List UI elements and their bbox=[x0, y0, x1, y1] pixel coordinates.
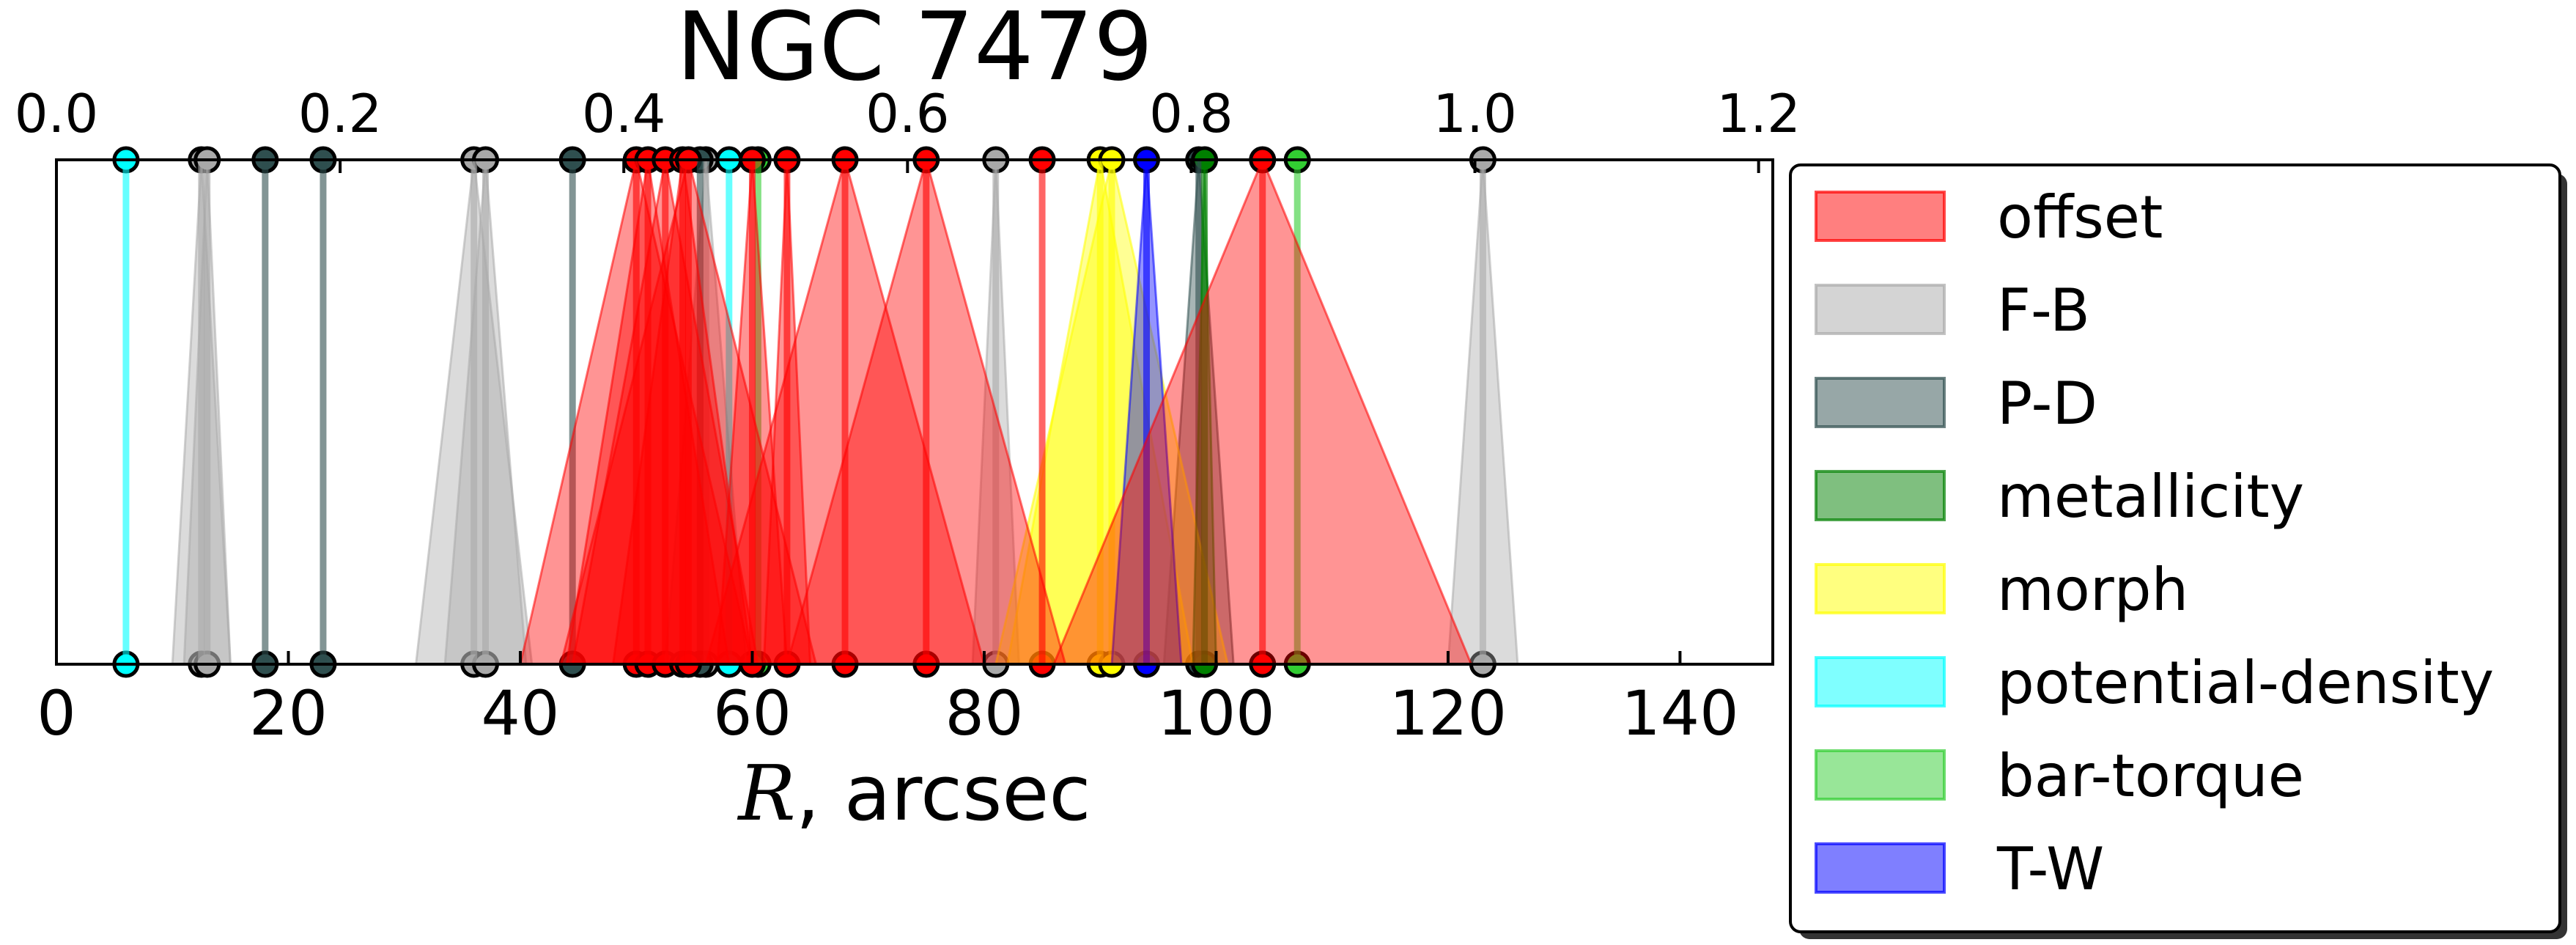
legend-item-bar-torque: bar-torque bbox=[1815, 742, 2304, 810]
axis-ticks: 0 20 40 60 80 100 120 140 0.0 0.2 0.4 0.6 0.8 1.0 1.2 bbox=[15, 83, 1801, 749]
x-tick-label: 60 bbox=[713, 677, 791, 749]
x-tick-label: 100 bbox=[1157, 677, 1274, 749]
legend-label-P-D: P-D bbox=[1997, 369, 2097, 438]
x-axis-label: R, arcsec bbox=[737, 749, 1090, 838]
legend-label-potential-density: potential-density bbox=[1997, 649, 2494, 717]
legend-item-metallicity: metallicity bbox=[1815, 463, 2304, 531]
legend-label-morph: morph bbox=[1997, 556, 2188, 624]
legend-swatch-P-D bbox=[1815, 377, 1946, 428]
legend-label-offset: offset bbox=[1997, 183, 2163, 251]
x-tick-label: 0 bbox=[37, 677, 75, 749]
x2-tick-label: 0.8 bbox=[1149, 83, 1233, 144]
legend-swatch-bar-torque bbox=[1815, 749, 1946, 801]
x-tick-label: 140 bbox=[1621, 677, 1738, 749]
legend-swatch-offset bbox=[1815, 191, 1946, 242]
legend-item-P-D: P-D bbox=[1815, 369, 2097, 438]
x2-tick-label: 0.6 bbox=[866, 83, 950, 144]
x2-tick-label: 0.2 bbox=[298, 83, 383, 144]
legend-item-T-W: T-W bbox=[1815, 835, 2104, 903]
plot-frame bbox=[55, 158, 1774, 666]
legend-label-metallicity: metallicity bbox=[1997, 463, 2304, 531]
legend-swatch-morph bbox=[1815, 563, 1946, 614]
legend-swatch-potential-density bbox=[1815, 656, 1946, 707]
legend-item-potential-density: potential-density bbox=[1815, 649, 2494, 717]
x2-tick-label: 1.2 bbox=[1716, 83, 1801, 144]
point-F-B-6 bbox=[1447, 159, 1519, 666]
x2-tick-label: 0.4 bbox=[582, 83, 666, 144]
legend-label-T-W: T-W bbox=[1996, 835, 2104, 903]
legend-label-F-B: F-B bbox=[1997, 276, 2090, 345]
x-tick-label: 40 bbox=[481, 677, 560, 749]
legend-swatch-metallicity bbox=[1815, 470, 1946, 521]
x-tick-label: 120 bbox=[1390, 677, 1507, 749]
x-axis-label-symbol: R bbox=[737, 749, 795, 838]
chart-title: NGC 7479 bbox=[676, 0, 1154, 102]
x-tick-label: 20 bbox=[249, 677, 328, 749]
x2-tick-label: 0.0 bbox=[15, 83, 99, 144]
x2-tick-label: 1.0 bbox=[1433, 83, 1517, 144]
legend-swatch-T-W bbox=[1815, 842, 1946, 894]
data-layer bbox=[112, 146, 1519, 678]
x-tick-label: 80 bbox=[945, 677, 1024, 749]
legend-item-F-B: F-B bbox=[1815, 276, 2090, 345]
legend-item-morph: morph bbox=[1815, 556, 2188, 624]
x-axis-label-unit: , arcsec bbox=[796, 749, 1091, 838]
legend-box bbox=[1789, 163, 2561, 933]
legend: offset F-B P-D metallicity morph potential-de… bbox=[1789, 163, 2567, 939]
legend-swatch-F-B bbox=[1815, 284, 1946, 335]
legend-item-offset: offset bbox=[1815, 183, 2163, 251]
legend-label-bar-torque: bar-torque bbox=[1997, 742, 2304, 810]
